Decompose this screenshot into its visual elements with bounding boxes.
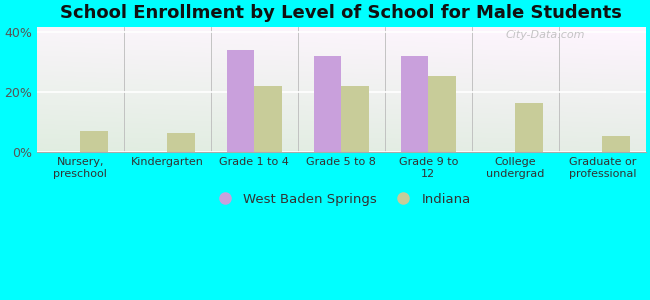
Bar <box>428 76 456 152</box>
Bar <box>168 133 195 152</box>
Bar <box>400 56 428 152</box>
Bar <box>81 131 109 152</box>
Bar <box>227 50 254 152</box>
Bar <box>515 103 543 152</box>
Title: School Enrollment by Level of School for Male Students: School Enrollment by Level of School for… <box>60 4 622 22</box>
Bar <box>603 136 630 152</box>
Text: City-Data.com: City-Data.com <box>506 30 585 40</box>
Bar <box>341 86 369 152</box>
Bar <box>254 86 282 152</box>
Bar <box>313 56 341 152</box>
Legend: West Baden Springs, Indiana: West Baden Springs, Indiana <box>206 188 476 211</box>
